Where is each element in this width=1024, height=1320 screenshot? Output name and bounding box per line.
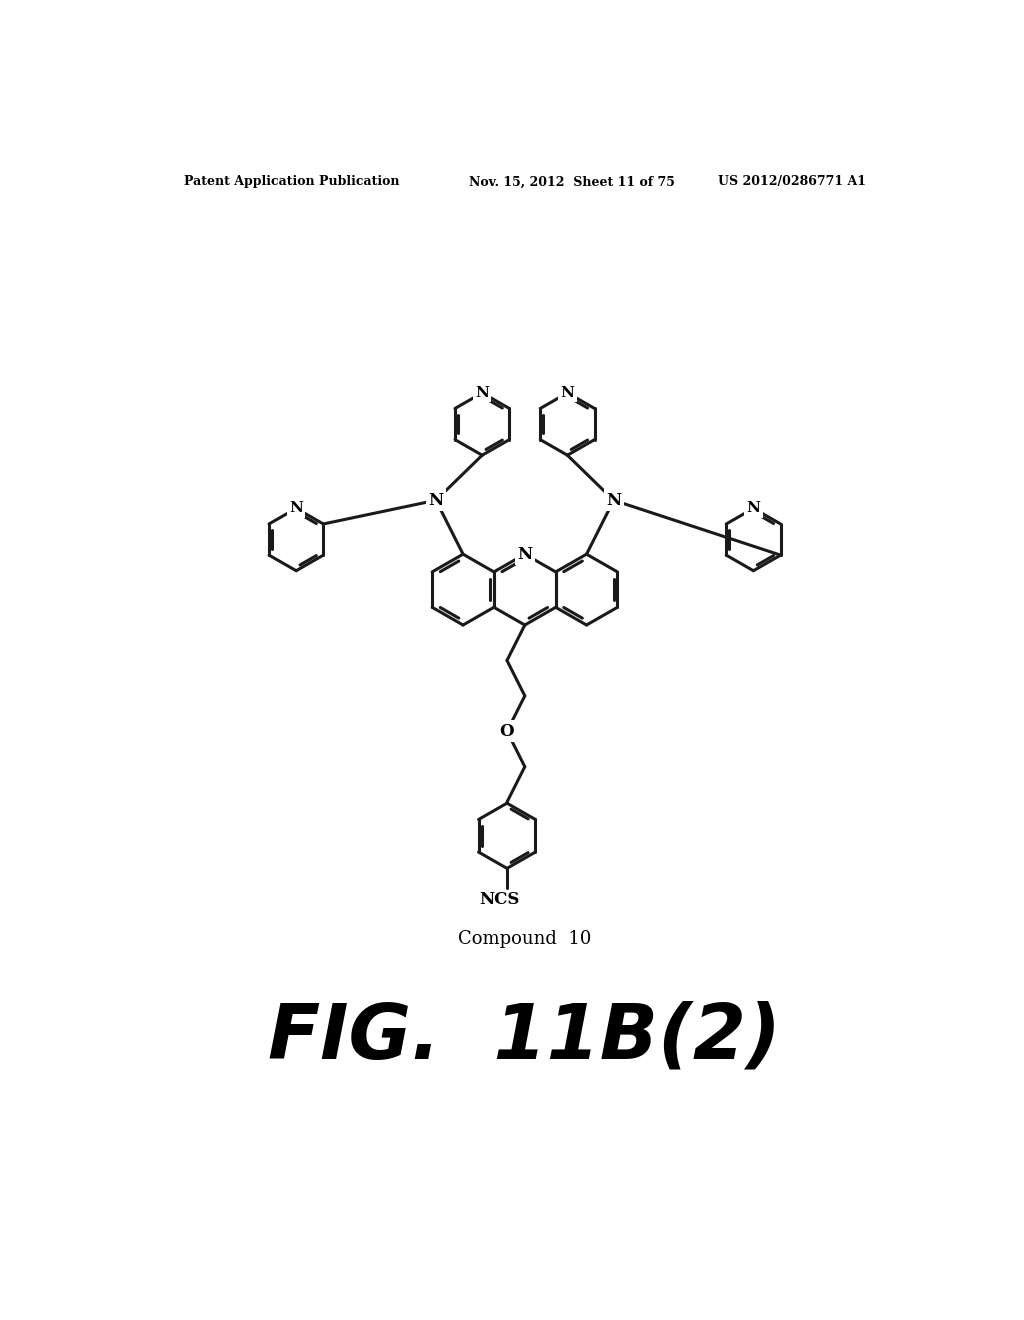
Text: N: N [560, 385, 574, 400]
Text: N: N [475, 385, 489, 400]
Text: O: O [500, 723, 514, 739]
Text: Patent Application Publication: Patent Application Publication [183, 176, 399, 189]
Text: N: N [746, 502, 761, 515]
Text: N: N [289, 502, 303, 515]
Text: FIG.  11B(2): FIG. 11B(2) [268, 1001, 781, 1074]
Text: NCS: NCS [479, 891, 519, 908]
Text: N: N [428, 492, 443, 508]
Text: Nov. 15, 2012  Sheet 11 of 75: Nov. 15, 2012 Sheet 11 of 75 [469, 176, 675, 189]
Text: Compound  10: Compound 10 [458, 931, 592, 948]
Text: N: N [606, 492, 622, 508]
Text: N: N [517, 545, 532, 562]
Text: US 2012/0286771 A1: US 2012/0286771 A1 [718, 176, 866, 189]
